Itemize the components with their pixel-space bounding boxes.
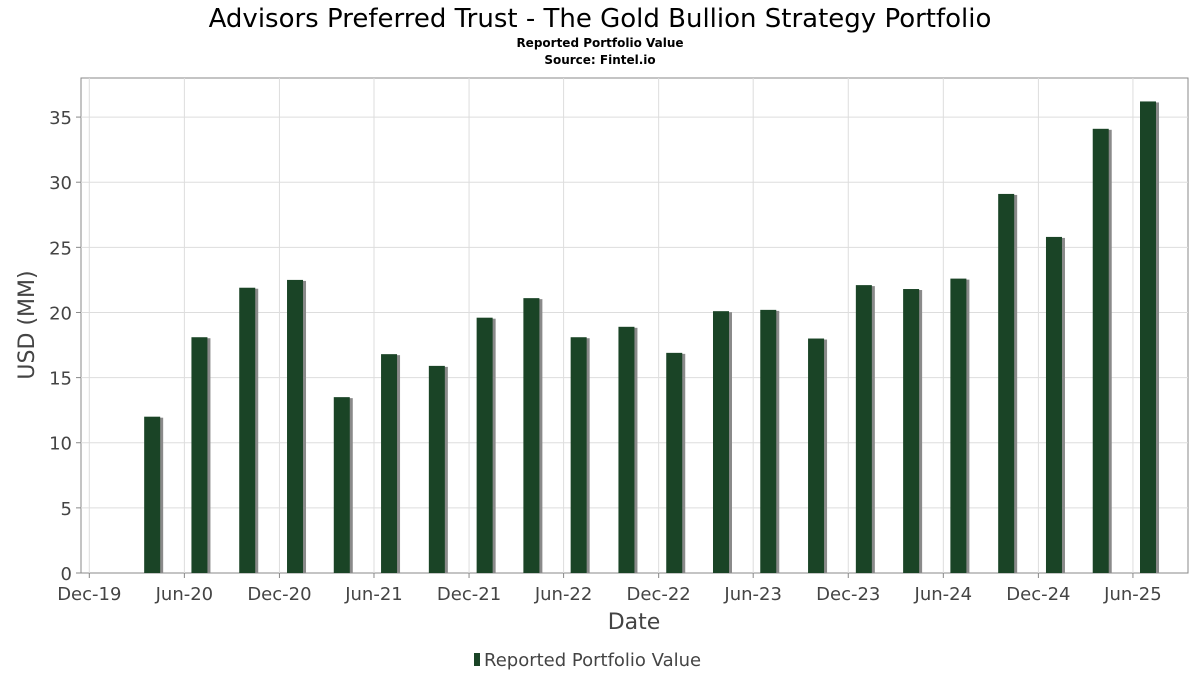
x-tick-label: Dec-19 [57, 584, 121, 605]
bar [760, 309, 777, 573]
legend-swatch [474, 653, 480, 666]
y-tick-label: 10 [49, 434, 72, 455]
x-tick-label: Jun-23 [723, 584, 782, 605]
x-tick-label: Dec-24 [1006, 584, 1070, 605]
y-tick-label: 35 [49, 108, 72, 129]
chart-title: Advisors Preferred Trust - The Gold Bull… [209, 4, 992, 34]
bar [191, 337, 208, 573]
bar [381, 354, 398, 573]
axis-layer: 0 5 10 15 20 25 30 35 Dec-19 Jun-20 Dec-20 Jun-21 De… [49, 108, 1162, 605]
x-tick-label: Dec-22 [627, 584, 691, 605]
legend-label: Reported Portfolio Value [484, 650, 701, 671]
x-tick-label: Jun-22 [534, 584, 593, 605]
bar [666, 352, 683, 573]
bar [239, 287, 256, 573]
bar [998, 193, 1015, 573]
y-tick-label: 5 [61, 499, 72, 520]
y-tick-label: 0 [61, 564, 72, 585]
x-tick-label: Dec-23 [816, 584, 880, 605]
y-tick-label: 30 [49, 173, 72, 194]
bar [1140, 101, 1157, 574]
x-axis-label: Date [608, 610, 661, 635]
x-tick-label: Jun-20 [155, 584, 214, 605]
x-tick-label: Dec-20 [247, 584, 311, 605]
bar [950, 278, 967, 573]
x-tick-label: Jun-24 [914, 584, 973, 605]
bar [333, 397, 350, 573]
bar [1092, 128, 1109, 574]
x-tick-label: Jun-25 [1103, 584, 1162, 605]
chart-subtitle: Reported Portfolio Value [516, 36, 683, 50]
bar [712, 311, 729, 573]
bar [287, 279, 304, 573]
bar [476, 317, 493, 573]
bar [903, 289, 920, 573]
bar [144, 416, 161, 573]
y-tick-label: 20 [49, 303, 72, 324]
bar [618, 326, 635, 573]
chart-source: Source: Fintel.io [544, 53, 655, 67]
bar [855, 285, 872, 573]
bar [523, 298, 540, 573]
legend: Reported Portfolio Value [474, 650, 701, 671]
x-tick-label: Dec-21 [437, 584, 501, 605]
x-tick-label: Jun-21 [344, 584, 403, 605]
y-tick-label: 25 [49, 238, 72, 259]
bar [1045, 236, 1062, 573]
bar [808, 338, 825, 573]
y-axis-label: USD (MM) [15, 270, 40, 379]
y-tick-label: 15 [49, 369, 72, 390]
bar [570, 337, 587, 573]
bars-layer [144, 101, 1160, 574]
bar [428, 365, 445, 573]
